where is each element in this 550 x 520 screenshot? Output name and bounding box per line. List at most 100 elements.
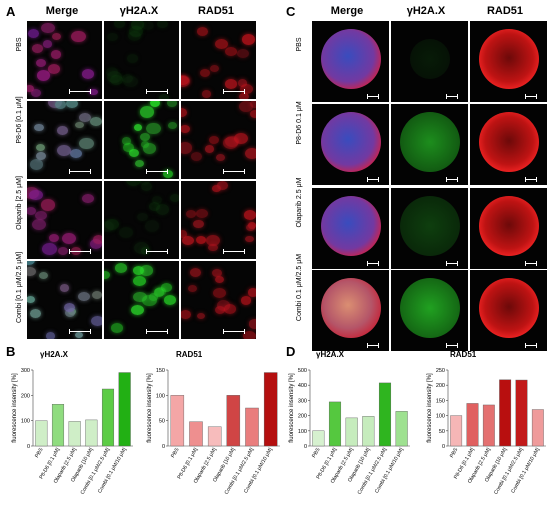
y-tick-label-3-1: 50 <box>439 429 445 435</box>
bar-3-5 <box>531 409 544 447</box>
a-row-p8d6: P8-D6 [0.1 μM] <box>16 96 23 144</box>
y-tick-label-3-3: 150 <box>436 398 445 404</box>
y-axis-label-2: fluorescence insensity [%] <box>289 373 295 443</box>
micrograph-a-r1-c2 <box>181 101 256 179</box>
a-col-gh2ax: γH2A.X <box>119 5 159 17</box>
panel-letter-a: A <box>6 4 16 19</box>
scale-bar <box>446 343 458 348</box>
spheroid <box>320 111 381 172</box>
spheroid <box>399 195 460 256</box>
y-tick-label-0-3: 300 <box>21 368 30 374</box>
scale-bar <box>146 169 168 174</box>
scale-bar <box>446 261 458 266</box>
spheroid <box>320 28 381 89</box>
bar-0-0 <box>35 420 48 447</box>
y-tick-label-1-0: 0 <box>162 444 165 450</box>
bar-0-2 <box>68 421 81 447</box>
bar-charts: γH2A.X fluorescence insensity [%] 0 100 200 3… <box>12 350 546 496</box>
c-row-pbs: PBS <box>296 37 303 52</box>
scale-bar <box>367 94 379 99</box>
bar-3-1 <box>466 403 479 447</box>
bar-3-4 <box>515 379 528 447</box>
panel-letter-d: D <box>286 344 296 359</box>
scale-bar <box>223 249 245 254</box>
bar-3-0 <box>450 415 463 447</box>
micrograph-a-r3-c0 <box>27 261 102 339</box>
scale-bar <box>367 343 379 348</box>
micrograph-a-r2-c2 <box>181 181 256 259</box>
y-tick-label-0-1: 100 <box>21 419 30 425</box>
spheroid <box>399 111 460 172</box>
scale-bar <box>146 89 168 94</box>
a-row-pbs: PBS <box>16 37 23 52</box>
bar-1-5 <box>263 372 278 447</box>
y-tick-label-3-4: 200 <box>436 383 445 389</box>
y-tick-label-3-5: 250 <box>436 368 445 374</box>
scale-bar <box>223 89 245 94</box>
bar-2-4 <box>378 382 392 447</box>
y-tick-label-2-3: 300 <box>298 398 307 404</box>
bar-0-5 <box>118 372 131 447</box>
scale-bar <box>223 169 245 174</box>
a-row-combi: Combi [0.1 μM/2.5 μM] <box>16 251 23 324</box>
scale-bar <box>367 177 379 182</box>
micrograph-a-r1-c1 <box>104 101 179 179</box>
scale-bar <box>525 343 537 348</box>
micrograph-c-r1-c1 <box>391 104 468 185</box>
c-row-p8d6: P8-D6 0.1 μM <box>296 101 303 145</box>
micrograph-a-r0-c2 <box>181 21 256 99</box>
c-row-combi: Combi 0.1 μM/2.5 μM <box>296 253 303 322</box>
spheroid <box>320 195 381 256</box>
bar-1-4 <box>245 407 259 447</box>
bar-3-3 <box>499 379 512 447</box>
micrograph-c-r0-c1 <box>391 21 468 102</box>
scale-bar <box>146 329 168 334</box>
scale-bar <box>446 94 458 99</box>
micrograph-c-r1-c2 <box>470 104 547 185</box>
c-col-merge: Merge <box>330 5 364 17</box>
y-tick-label-3-2: 100 <box>436 414 445 420</box>
scale-bar <box>367 261 379 266</box>
panel-letter-b: B <box>6 344 16 359</box>
micrograph-c-r0-c2 <box>470 21 547 102</box>
x-tick-label-3-0: PBS <box>449 447 460 459</box>
a-col-merge: Merge <box>45 5 79 17</box>
scale-bar <box>223 329 245 334</box>
chart-title-1: RAD51 <box>176 350 203 359</box>
micrograph-c-r2-c2 <box>470 188 547 269</box>
c-row-olaparib: Olaparib 2.5 μM <box>296 177 303 228</box>
micrograph-c-r1-c0 <box>312 104 389 185</box>
bar-2-0 <box>312 430 325 447</box>
bar-2-5 <box>395 411 408 447</box>
bar-0-1 <box>51 404 65 447</box>
bar-2-1 <box>328 401 342 447</box>
spheroid <box>320 277 381 338</box>
micrograph-a-r2-c1 <box>104 181 179 259</box>
x-tick-label-0-0: PBS <box>34 447 45 459</box>
chart-title-2: γH2A.X <box>316 350 345 359</box>
y-tick-label-1-3: 150 <box>156 368 165 374</box>
scale-bar <box>525 261 537 266</box>
y-tick-label-0-0: 0 <box>27 444 30 450</box>
scale-bar <box>525 177 537 182</box>
micrograph-c-r3-c2 <box>470 270 547 351</box>
micrograph-c-r0-c0 <box>312 21 389 102</box>
bar-1-1 <box>189 421 203 447</box>
y-tick-label-2-2: 200 <box>298 414 307 420</box>
y-tick-label-1-2: 100 <box>156 393 165 399</box>
scale-bar <box>69 329 91 334</box>
panel-letter-c: C <box>286 4 296 19</box>
y-axis-label-1: fluorescence insensity [%] <box>147 373 153 443</box>
micrograph-a-r1-c0 <box>27 101 102 179</box>
a-col-rad51: RAD51 <box>197 5 235 17</box>
scale-bar <box>69 169 91 174</box>
micrograph-c-r2-c0 <box>312 188 389 269</box>
bar-0-3 <box>85 419 98 447</box>
scale-bar <box>69 249 91 254</box>
y-tick-label-0-2: 200 <box>21 393 30 399</box>
y-tick-label-2-0: 0 <box>304 444 307 450</box>
bar-2-3 <box>362 416 375 447</box>
x-tick-label-3-4: Combi [0.1 μM/2.5 μM] <box>493 447 525 496</box>
micrograph-a-r0-c0 <box>27 21 102 99</box>
spheroid <box>478 28 539 89</box>
